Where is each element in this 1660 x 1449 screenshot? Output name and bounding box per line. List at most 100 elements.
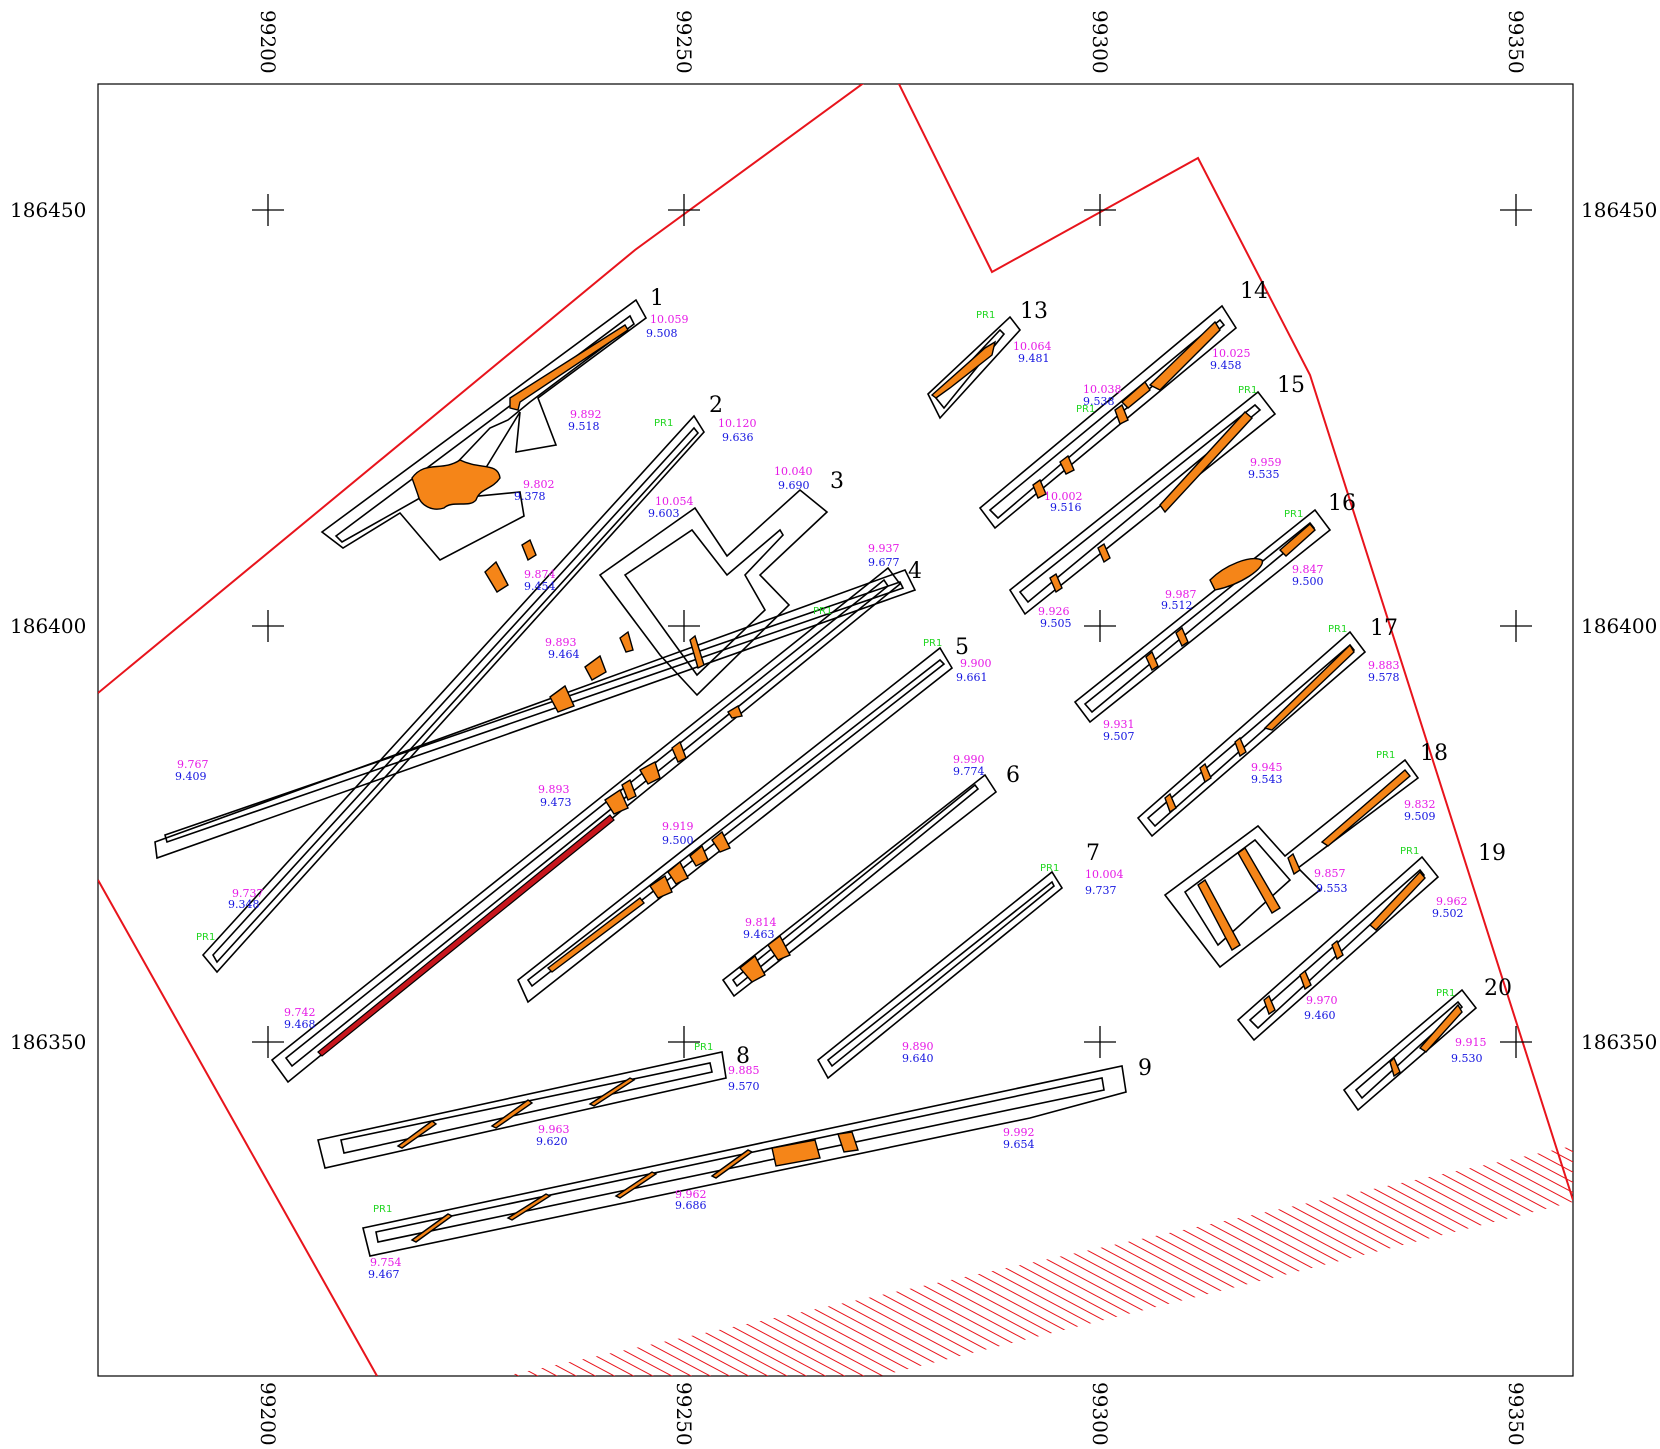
- level-top: 9.883: [1368, 659, 1400, 672]
- feature-5-cut: [667, 860, 689, 885]
- feature-15-cut: [1049, 572, 1063, 594]
- feature-9s-block: [837, 1131, 859, 1153]
- feature-15-cut: [1097, 542, 1111, 564]
- feature-14-cut: [1032, 478, 1047, 499]
- hatched-exclusion-zone: [505, 1146, 1573, 1376]
- trench-9-south-inner: [375, 1077, 1105, 1243]
- level-base: 9.690: [778, 479, 810, 492]
- trench-17-inner: [1146, 643, 1356, 828]
- level-top: 9.970: [1306, 994, 1338, 1007]
- level-base: 9.535: [1248, 468, 1280, 481]
- level-base: 9.502: [1432, 907, 1464, 920]
- level-base: 9.481: [1018, 352, 1050, 365]
- trench-number: 8: [736, 1044, 750, 1069]
- level-top: 9.919: [662, 820, 694, 833]
- trench-number: 16: [1328, 491, 1356, 516]
- trench-number: 19: [1478, 841, 1506, 866]
- level-base: 9.409: [175, 770, 207, 783]
- trench-number: 3: [830, 469, 844, 494]
- feature-8-cut: [588, 1077, 636, 1107]
- trench-4-outline: [270, 566, 902, 1084]
- level-base: 9.500: [1292, 575, 1324, 588]
- trench-16-inner: [1083, 521, 1316, 714]
- pr-marker: PR1: [813, 606, 832, 617]
- level-base: 9.677: [868, 556, 900, 569]
- level-top: 10.004: [1085, 868, 1124, 881]
- trench-6-outline: [721, 773, 998, 998]
- level-base: 9.505: [1040, 617, 1072, 630]
- level-top: 9.832: [1404, 798, 1436, 811]
- trench-19-inner: [1248, 868, 1426, 1030]
- level-top: 9.885: [728, 1064, 760, 1077]
- trench-7-outline: [816, 870, 1064, 1080]
- feature-4-cut: [671, 740, 687, 763]
- trench-6-inner: [731, 783, 980, 988]
- level-base: 9.467: [368, 1268, 400, 1281]
- excavated-features: [396, 320, 1463, 1243]
- feature-15-slot: [1159, 411, 1254, 514]
- pr-marker: PR1: [1076, 404, 1095, 415]
- level-top: 9.962: [1436, 895, 1468, 908]
- trench-15-inner: [1018, 403, 1262, 604]
- level-base: 9.603: [648, 507, 680, 520]
- level-base: 9.463: [743, 928, 775, 941]
- level-top: 10.064: [1013, 340, 1052, 353]
- pr-marker: PR1: [1328, 624, 1347, 635]
- level-base: 9.518: [568, 420, 600, 433]
- northing-label-left: 186350: [10, 1030, 86, 1054]
- level-base: 9.348: [228, 898, 260, 911]
- feature-8-cut: [396, 1120, 438, 1149]
- level-base: 9.454: [524, 580, 556, 593]
- level-top: 9.893: [545, 636, 577, 649]
- feature-4-dark-cut: [317, 814, 615, 1057]
- level-base: 9.640: [902, 1052, 934, 1065]
- level-base: 9.516: [1050, 501, 1082, 514]
- feature-3-cut: [689, 634, 705, 670]
- level-top: 10.040: [774, 465, 813, 478]
- trench-13-outline: [927, 315, 1022, 420]
- additional-levels: 9.892 9.518 9.802 9.378 9.874 9.454 9.76…: [175, 383, 1348, 1281]
- level-top: 9.847: [1292, 563, 1324, 576]
- trench-1-inner: [334, 314, 636, 543]
- trench-number: 1: [650, 286, 664, 311]
- feature-5-cut: [689, 844, 709, 867]
- feature-9-cut: [584, 654, 607, 681]
- feature-19-cut: [1331, 939, 1344, 961]
- level-base: 9.509: [1404, 810, 1436, 823]
- level-base: 9.636: [722, 431, 754, 444]
- feature-9-cut: [549, 684, 575, 713]
- pr-marker: PR1: [1436, 988, 1455, 999]
- trench-number: 4: [908, 559, 922, 584]
- level-base: 9.661: [956, 671, 988, 684]
- level-base: 9.473: [540, 796, 572, 809]
- level-top: 9.874: [524, 568, 556, 581]
- level-base: 9.512: [1161, 599, 1193, 612]
- easting-label: 99350: [1504, 10, 1528, 74]
- trench-15-outline: [1008, 390, 1277, 616]
- easting-label: 99350: [1504, 1382, 1528, 1446]
- easting-label: 99250: [672, 10, 696, 74]
- pr-marker: PR1: [1376, 750, 1395, 761]
- trench-number: 15: [1277, 373, 1305, 398]
- trench-number: 5: [955, 635, 969, 660]
- level-base: 9.458: [1210, 359, 1242, 372]
- pr-marker: PR1: [1040, 863, 1059, 874]
- level-top: 10.120: [718, 417, 757, 430]
- feature-2-cut: [521, 538, 537, 562]
- feature-16-cut: [1175, 626, 1189, 648]
- feature-5-cut: [649, 874, 673, 899]
- trench-4-inner: [284, 578, 890, 1068]
- northing-label-right: 186450: [1581, 198, 1657, 222]
- pr-marker: PR1: [976, 310, 995, 321]
- level-base: 9.500: [662, 834, 694, 847]
- feature-14-cut: [1114, 403, 1129, 425]
- trench-19-outline: [1236, 855, 1440, 1042]
- site-boundary: [98, 84, 1573, 1201]
- feature-16-pit: [1209, 558, 1263, 591]
- level-top: 9.900: [960, 657, 992, 670]
- feature-5-slot: [546, 897, 645, 973]
- feature-17-cut: [1199, 762, 1212, 784]
- easting-label: 99300: [1088, 1382, 1112, 1446]
- trench-number: 18: [1420, 741, 1448, 766]
